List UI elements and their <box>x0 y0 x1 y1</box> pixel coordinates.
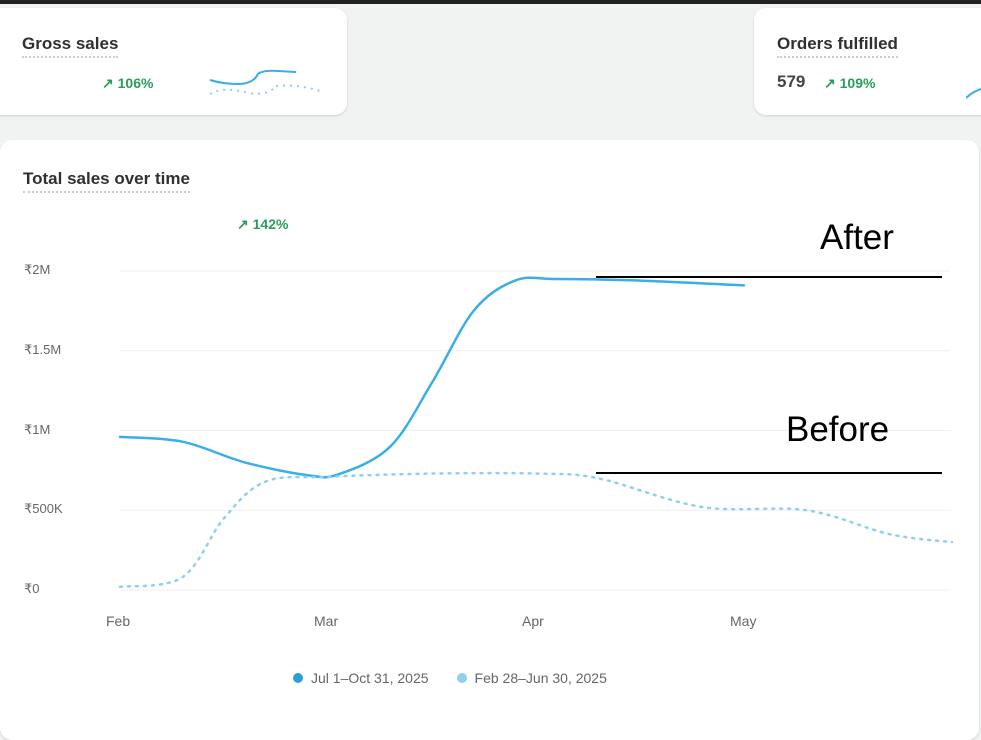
total-sales-chart <box>118 270 954 591</box>
x-tick-label: Apr <box>522 613 544 629</box>
orders-fulfilled-change: ↗ 109% <box>824 75 875 92</box>
legend-dot-icon <box>293 673 303 683</box>
legend-label-current: Jul 1–Oct 31, 2025 <box>311 670 429 686</box>
legend-dot-icon <box>456 673 467 683</box>
x-tick-label: Mar <box>314 613 339 629</box>
orders-fulfilled-value: 579 <box>777 72 806 91</box>
arrow-up-right-icon: ↗ <box>824 75 836 91</box>
orders-fulfilled-title: Orders fulfilled <box>777 34 898 58</box>
legend-item-current[interactable]: Jul 1–Oct 31, 2025 <box>293 670 429 686</box>
orders-sparkline <box>966 88 981 99</box>
legend-item-previous[interactable]: Feb 28–Jun 30, 2025 <box>456 670 607 686</box>
series-line-previous <box>118 471 954 589</box>
total-sales-card: Total sales over time ↗ 142% <box>0 140 979 740</box>
chart-legend: Jul 1–Oct 31, 2025 Feb 28–Jun 30, 2025 <box>293 670 607 686</box>
y-tick-label: ₹2M <box>24 262 51 277</box>
before-annotation-line <box>596 472 942 474</box>
gross-sales-sparkline <box>209 69 321 95</box>
series-line-current <box>118 276 746 479</box>
y-tick-label: ₹0 <box>24 581 40 596</box>
after-annotation: After <box>820 218 894 257</box>
orders-fulfilled-change-value: 109% <box>839 75 876 91</box>
gross-sales-change-value: 106% <box>117 75 154 91</box>
after-annotation-line <box>596 276 942 278</box>
before-annotation: Before <box>786 410 890 449</box>
x-tick-label: Feb <box>106 613 131 629</box>
total-sales-change-value: 142% <box>252 216 289 232</box>
window-top-border <box>0 0 981 4</box>
total-sales-change: ↗ 142% <box>237 216 288 233</box>
x-tick-label: May <box>730 613 757 629</box>
legend-label-previous: Feb 28–Jun 30, 2025 <box>474 670 607 686</box>
total-sales-title: Total sales over time <box>23 169 190 193</box>
arrow-up-right-icon: ↗ <box>102 75 114 91</box>
y-tick-label: ₹1.5M <box>24 341 62 357</box>
orders-fulfilled-card[interactable]: Orders fulfilled 579 ↗ 109% <box>754 8 981 115</box>
y-tick-label: ₹500K <box>24 501 63 517</box>
arrow-up-right-icon: ↗ <box>237 216 249 232</box>
gross-sales-change: ↗ 106% <box>102 75 153 92</box>
gross-sales-card[interactable]: Gross sales ↗ 106% <box>0 8 347 115</box>
gross-sales-title: Gross sales <box>22 34 119 58</box>
y-tick-label: ₹1M <box>24 421 51 437</box>
